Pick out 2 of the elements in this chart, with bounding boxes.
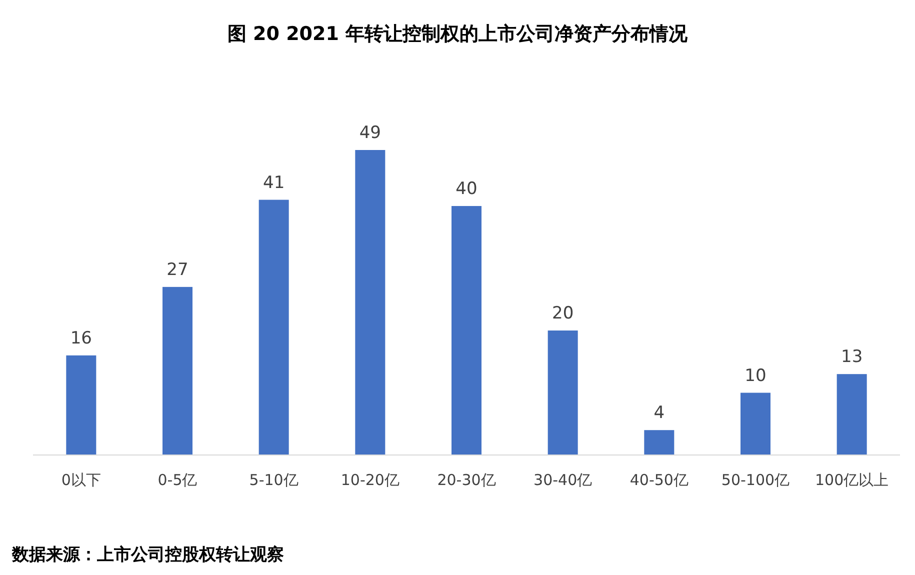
title: 图 20 2021 年转让控制权的上市公司净资产分布情况 [227,23,688,45]
annotation: 数据来源：上市公司控股权转让观察 [12,545,284,565]
